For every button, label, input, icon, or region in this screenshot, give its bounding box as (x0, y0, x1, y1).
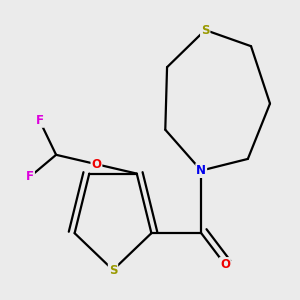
Text: F: F (35, 114, 44, 127)
Text: S: S (109, 263, 117, 277)
Text: S: S (201, 23, 209, 37)
Text: O: O (220, 258, 230, 271)
Text: O: O (92, 158, 101, 171)
Text: N: N (196, 164, 206, 177)
Text: F: F (26, 170, 34, 183)
